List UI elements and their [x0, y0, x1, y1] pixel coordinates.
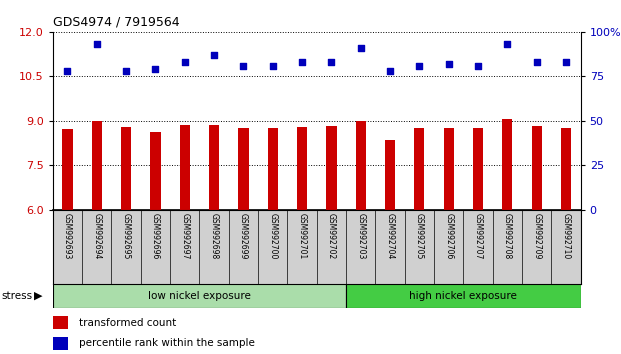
- Bar: [443, 128, 454, 210]
- Text: GSM992701: GSM992701: [297, 213, 307, 259]
- Bar: [179, 125, 190, 210]
- Point: [356, 45, 366, 51]
- Point: [532, 59, 542, 65]
- Bar: [92, 121, 102, 210]
- Bar: [53, 316, 68, 329]
- Bar: [532, 126, 542, 210]
- Bar: [268, 128, 278, 210]
- Text: stress: stress: [1, 291, 32, 301]
- Point: [385, 68, 395, 74]
- Text: ▶: ▶: [34, 291, 43, 301]
- Point: [502, 41, 512, 47]
- Bar: [385, 140, 395, 210]
- Text: GSM992710: GSM992710: [561, 213, 571, 259]
- Point: [414, 63, 424, 68]
- Text: GSM992695: GSM992695: [122, 213, 130, 260]
- Text: GSM992703: GSM992703: [356, 213, 365, 260]
- Point: [92, 41, 102, 47]
- Bar: [326, 126, 337, 210]
- Bar: [62, 129, 73, 210]
- Bar: [53, 284, 346, 308]
- Point: [297, 59, 307, 65]
- Text: GSM992699: GSM992699: [239, 213, 248, 260]
- Point: [268, 63, 278, 68]
- Bar: [414, 128, 425, 210]
- Text: high nickel exposure: high nickel exposure: [409, 291, 517, 301]
- Text: GSM992702: GSM992702: [327, 213, 336, 259]
- Text: GSM992706: GSM992706: [444, 213, 453, 260]
- Point: [561, 59, 571, 65]
- Text: percentile rank within the sample: percentile rank within the sample: [79, 338, 255, 348]
- Point: [63, 68, 73, 74]
- Bar: [53, 337, 68, 350]
- Point: [180, 59, 190, 65]
- Text: GSM992707: GSM992707: [473, 213, 483, 260]
- Bar: [502, 119, 512, 210]
- Bar: [561, 128, 571, 210]
- Bar: [238, 128, 248, 210]
- Text: GSM992709: GSM992709: [532, 213, 541, 260]
- Bar: [346, 284, 581, 308]
- Text: GSM992704: GSM992704: [386, 213, 394, 260]
- Text: GSM992705: GSM992705: [415, 213, 424, 260]
- Text: GSM992708: GSM992708: [503, 213, 512, 259]
- Point: [150, 66, 160, 72]
- Text: GSM992693: GSM992693: [63, 213, 72, 260]
- Bar: [356, 121, 366, 210]
- Bar: [150, 132, 161, 210]
- Text: GSM992700: GSM992700: [268, 213, 277, 260]
- Text: GSM992694: GSM992694: [93, 213, 101, 260]
- Text: GSM992697: GSM992697: [180, 213, 189, 260]
- Point: [443, 61, 453, 67]
- Bar: [297, 127, 307, 210]
- Point: [327, 59, 337, 65]
- Bar: [209, 125, 219, 210]
- Point: [238, 63, 248, 68]
- Text: transformed count: transformed count: [79, 318, 176, 328]
- Point: [473, 63, 483, 68]
- Point: [209, 52, 219, 58]
- Text: GSM992698: GSM992698: [209, 213, 219, 259]
- Bar: [121, 127, 131, 210]
- Text: GSM992696: GSM992696: [151, 213, 160, 260]
- Point: [121, 68, 131, 74]
- Text: GDS4974 / 7919564: GDS4974 / 7919564: [53, 15, 179, 28]
- Text: low nickel exposure: low nickel exposure: [148, 291, 251, 301]
- Bar: [473, 128, 483, 210]
